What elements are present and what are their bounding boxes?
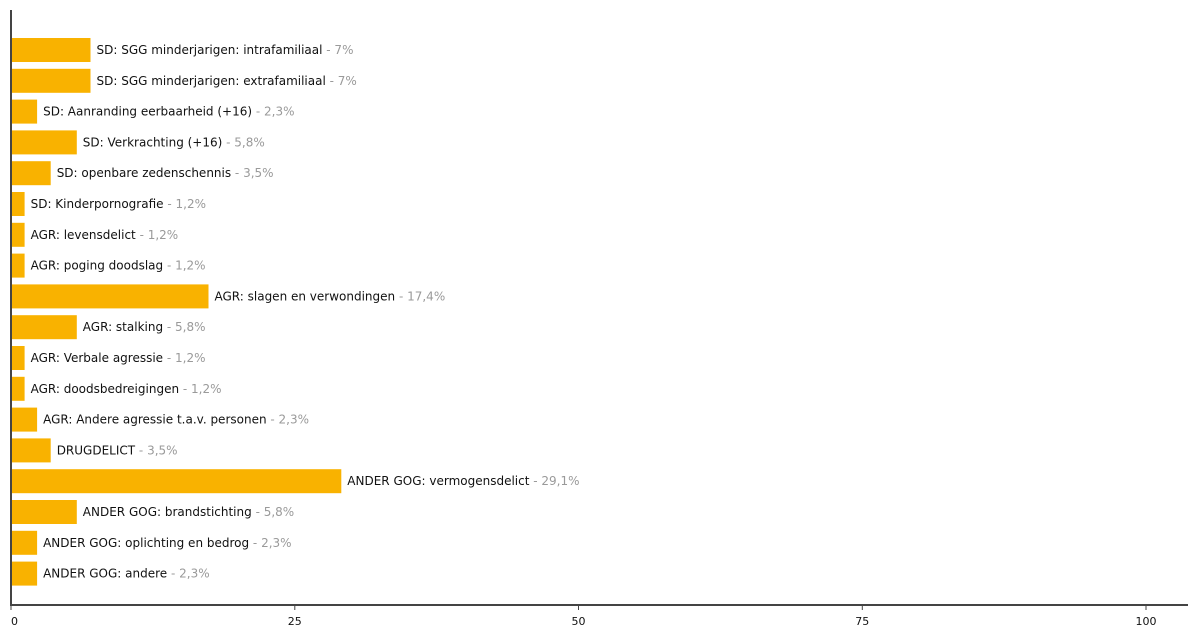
category-label: ANDER GOG: vermogensdelict <box>347 474 529 488</box>
bar-4 <box>11 161 51 186</box>
x-tick-label-3: 75 <box>855 615 869 628</box>
category-label: AGR: stalking <box>83 320 163 334</box>
value-label: - 17,4% <box>395 289 445 303</box>
bar-6 <box>11 222 25 247</box>
value-label: - 5,8% <box>163 320 205 334</box>
category-label: SD: SGG minderjarigen: extrafamiliaal <box>97 74 326 88</box>
bar-label-4: SD: openbare zedenschennis - 3,5% <box>57 166 274 180</box>
category-label: AGR: doodsbedreigingen <box>31 382 179 396</box>
category-label: ANDER GOG: oplichting en bedrog <box>43 536 249 550</box>
bar-label-8: AGR: slagen en verwondingen - 17,4% <box>215 289 446 303</box>
bar-8 <box>11 284 209 309</box>
bar-label-7: AGR: poging doodslag - 1,2% <box>31 259 206 273</box>
x-tick-label-4: 100 <box>1136 615 1157 628</box>
category-label: ANDER GOG: andere <box>43 567 167 581</box>
bar-label-12: AGR: Andere agressie t.a.v. personen - 2… <box>43 413 309 427</box>
value-label: - 2,3% <box>167 567 209 581</box>
bar-12 <box>11 407 38 432</box>
value-label: - 1,2% <box>163 259 205 273</box>
labels-layer: SD: SGG minderjarigen: intrafamiliaal - … <box>31 43 580 581</box>
bar-label-13: DRUGDELICT - 3,5% <box>57 443 178 457</box>
bar-13 <box>11 438 51 463</box>
bar-label-5: SD: Kinderpornografie - 1,2% <box>31 197 206 211</box>
category-label: AGR: levensdelict <box>31 228 136 242</box>
bar-17 <box>11 561 38 586</box>
x-tick-label-1: 25 <box>288 615 302 628</box>
category-label: SD: openbare zedenschennis <box>57 166 231 180</box>
bar-label-10: AGR: Verbale agressie - 1,2% <box>31 351 206 365</box>
category-label: AGR: slagen en verwondingen <box>215 289 396 303</box>
bar-15 <box>11 500 77 524</box>
value-label: - 3,5% <box>231 166 273 180</box>
x-tick-label-2: 50 <box>572 615 586 628</box>
value-label: - 7% <box>322 43 353 57</box>
bar-16 <box>11 530 38 555</box>
value-label: - 7% <box>326 74 357 88</box>
bar-9 <box>11 315 77 340</box>
bar-7 <box>11 253 25 278</box>
bar-3 <box>11 130 77 155</box>
value-label: - 5,8% <box>252 505 294 519</box>
bar-11 <box>11 376 25 401</box>
bar-0 <box>11 38 91 62</box>
bar-label-2: SD: Aanranding eerbaarheid (+16) - 2,3% <box>43 105 294 119</box>
bar-5 <box>11 192 25 216</box>
value-label: - 1,2% <box>179 382 221 396</box>
value-label: - 2,3% <box>267 413 309 427</box>
category-label: SD: Verkrachting (+16) <box>83 135 223 149</box>
value-label: - 5,8% <box>222 135 264 149</box>
bar-label-9: AGR: stalking - 5,8% <box>83 320 206 334</box>
value-label: - 3,5% <box>135 443 177 457</box>
category-label: AGR: Andere agressie t.a.v. personen <box>43 413 266 427</box>
bars-layer <box>11 38 342 586</box>
category-label: SD: Kinderpornografie <box>31 197 164 211</box>
value-label: - 29,1% <box>529 474 579 488</box>
bar-label-14: ANDER GOG: vermogensdelict - 29,1% <box>347 474 579 488</box>
category-label: AGR: Verbale agressie <box>31 351 163 365</box>
category-label: SD: Aanranding eerbaarheid (+16) <box>43 105 252 119</box>
bar-1 <box>11 68 91 93</box>
value-label: - 1,2% <box>163 351 205 365</box>
bar-10 <box>11 346 25 370</box>
value-label: - 1,2% <box>136 228 178 242</box>
bar-label-16: ANDER GOG: oplichting en bedrog - 2,3% <box>43 536 291 550</box>
bar-label-0: SD: SGG minderjarigen: intrafamiliaal - … <box>97 43 354 57</box>
category-label: DRUGDELICT <box>57 443 136 457</box>
category-label: SD: SGG minderjarigen: intrafamiliaal <box>97 43 323 57</box>
bar-label-17: ANDER GOG: andere - 2,3% <box>43 567 210 581</box>
x-axis-ticks: 0 25 50 75 100 <box>10 605 1157 628</box>
value-label: - 2,3% <box>252 105 294 119</box>
bar-label-15: ANDER GOG: brandstichting - 5,8% <box>83 505 294 519</box>
x-tick-label-0: 0 <box>11 615 18 628</box>
value-label: - 1,2% <box>164 197 206 211</box>
bar-label-11: AGR: doodsbedreigingen - 1,2% <box>31 382 222 396</box>
bar-2 <box>11 99 38 124</box>
bar-label-1: SD: SGG minderjarigen: extrafamiliaal - … <box>97 74 357 88</box>
category-label: ANDER GOG: brandstichting <box>83 505 252 519</box>
bar-14 <box>11 469 342 494</box>
category-label: AGR: poging doodslag <box>31 259 164 273</box>
bar-label-6: AGR: levensdelict - 1,2% <box>31 228 179 242</box>
bar-label-3: SD: Verkrachting (+16) - 5,8% <box>83 135 265 149</box>
value-label: - 2,3% <box>249 536 291 550</box>
